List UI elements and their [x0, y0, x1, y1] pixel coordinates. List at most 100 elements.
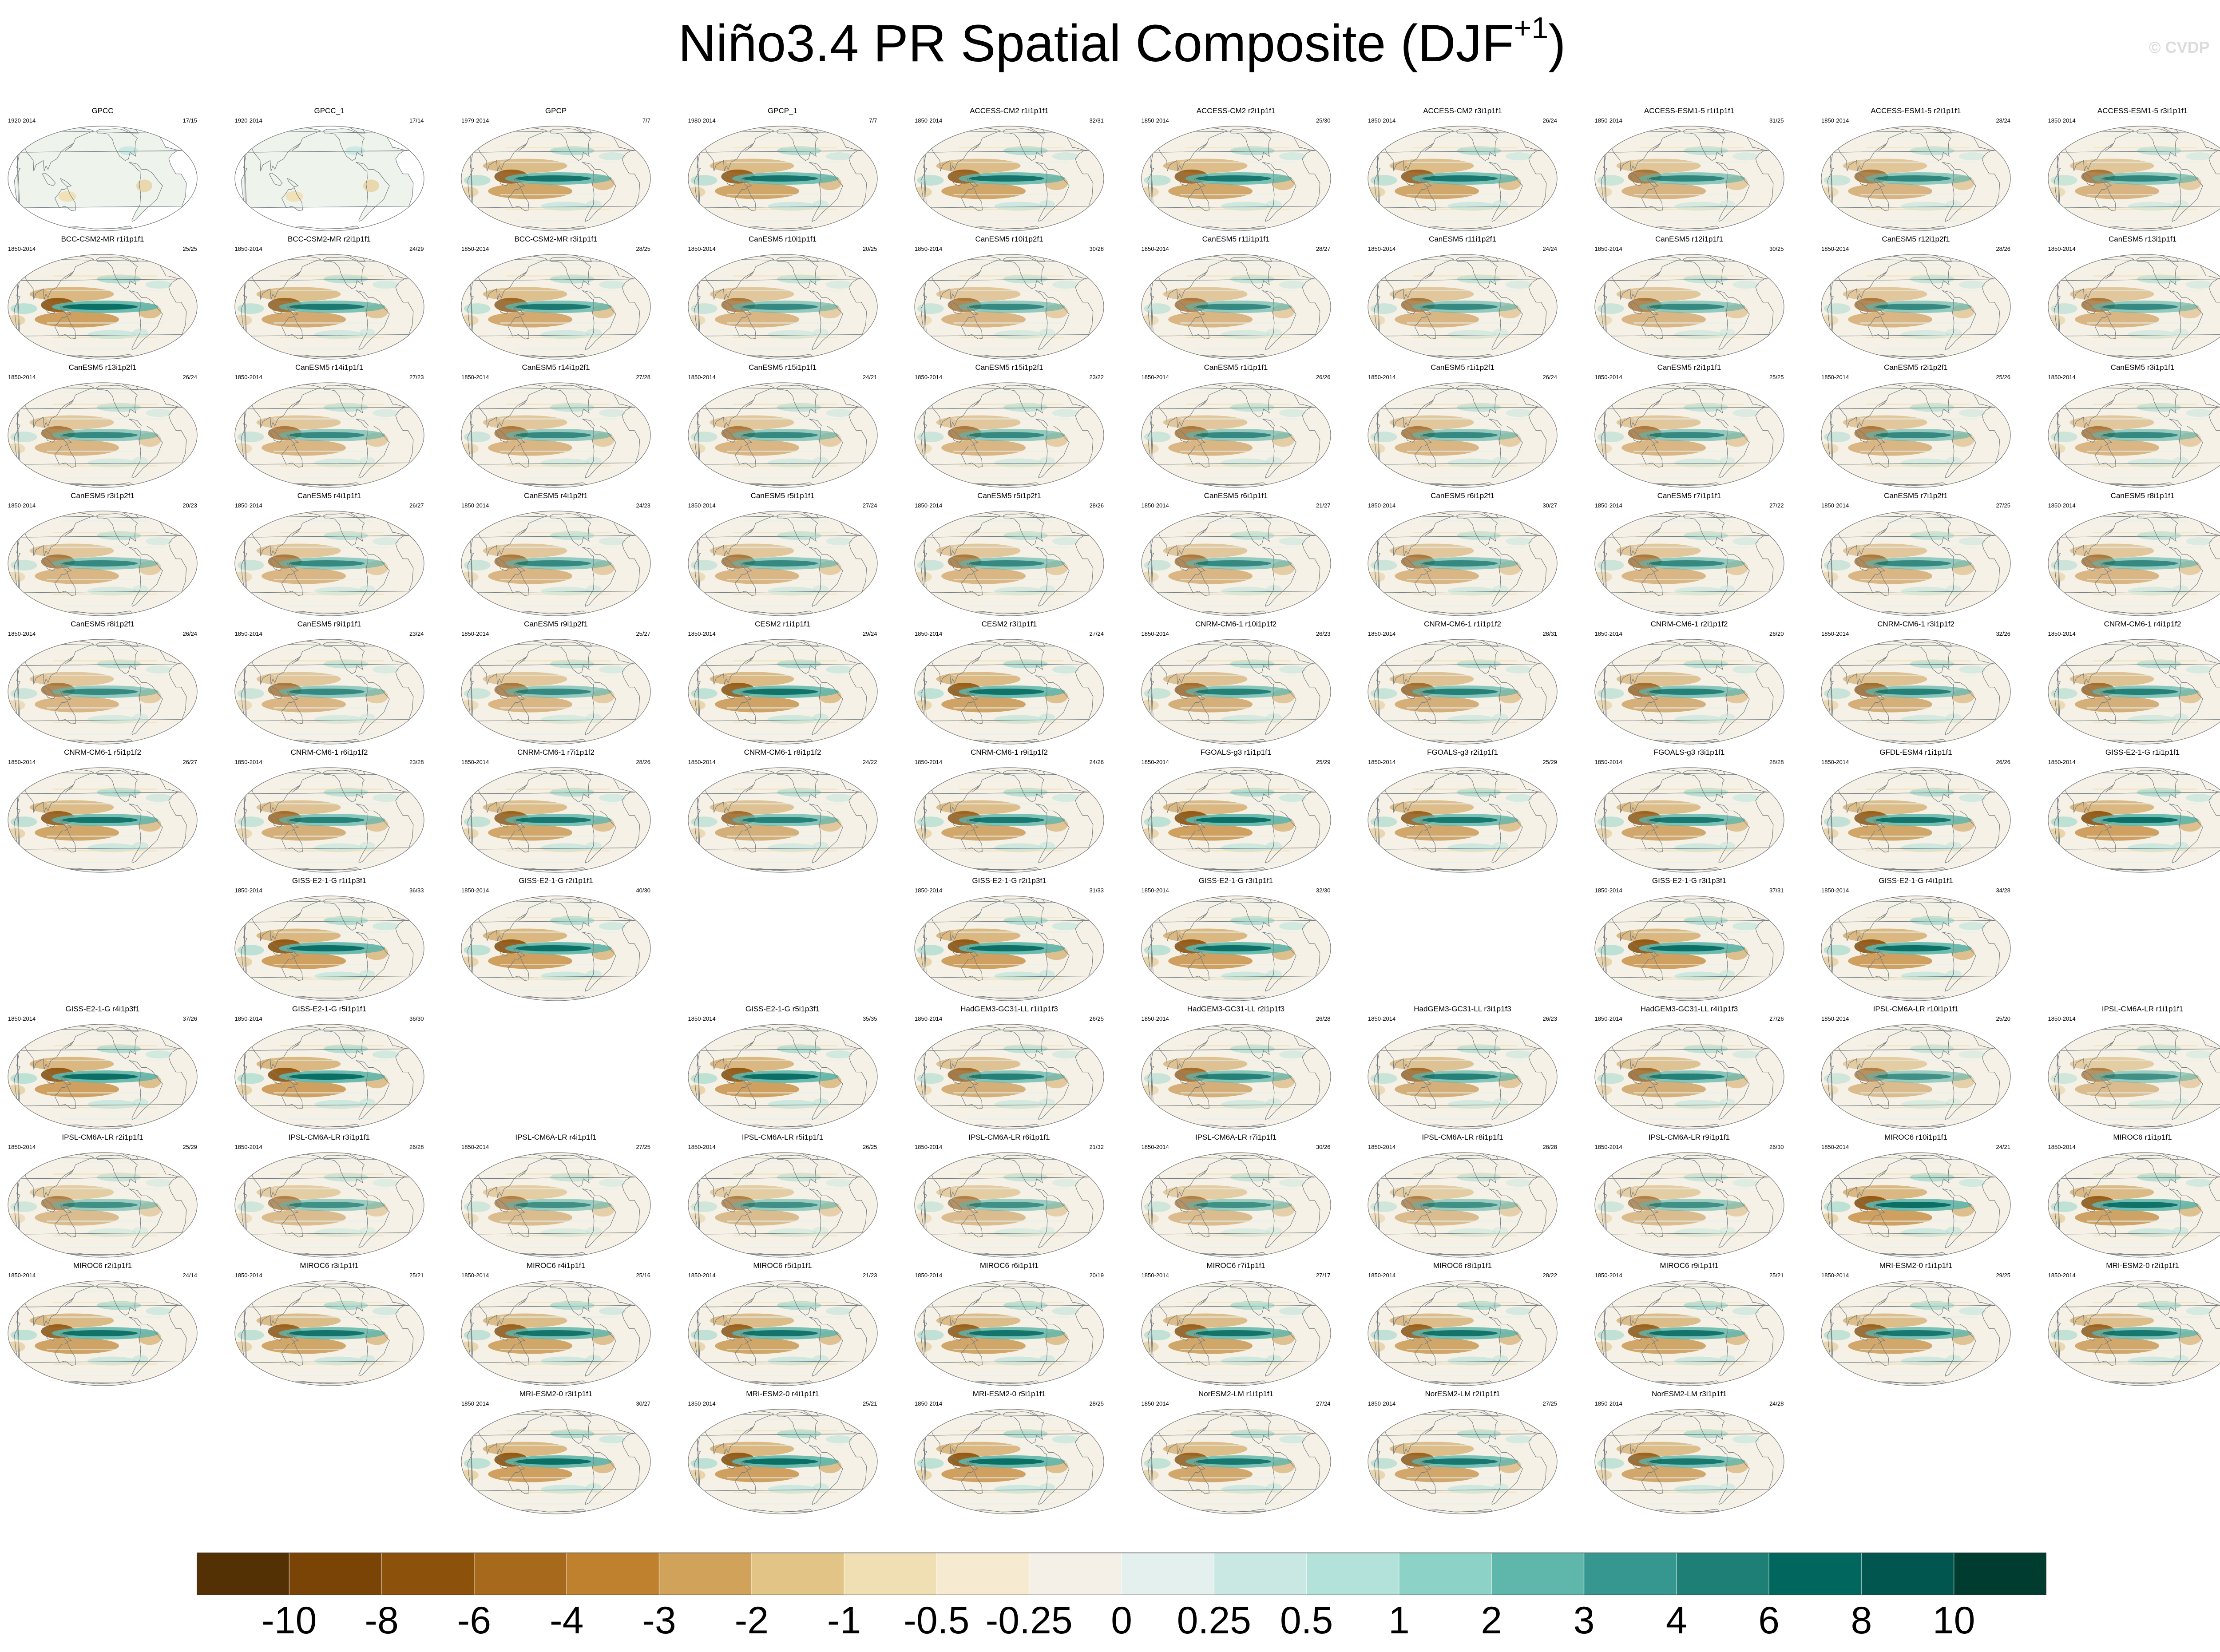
coastline: [745, 143, 754, 151]
title-main: Niño3.4 PR Spatial Composite (DJF: [678, 14, 1514, 73]
land-fill: [244, 131, 409, 152]
coastline: [129, 290, 163, 350]
dry-north: [1616, 1057, 1701, 1071]
coastline: [971, 1426, 981, 1434]
panel-title: IPSL-CM6A-LR r3i1p1f1: [288, 1133, 370, 1141]
panel-map: [1141, 382, 1331, 488]
wet-south-pacific: [314, 715, 363, 724]
wet-south-america: [132, 842, 149, 851]
coastline: [1157, 1410, 1228, 1454]
coastline: [745, 1169, 754, 1177]
panel-count: 32/30: [1316, 887, 1331, 894]
wet-atlantic: [372, 1307, 399, 1315]
coastline: [1646, 819, 1659, 829]
coastline: [2094, 572, 2116, 596]
coastline: [1651, 784, 1661, 792]
coastline: [809, 1188, 843, 1248]
panel-years: 1850-2014: [461, 759, 489, 765]
coastline: [549, 1155, 591, 1188]
wet-indian-ocean: [1824, 945, 1851, 956]
coastline: [281, 1213, 303, 1238]
coastline: [930, 1282, 1001, 1326]
map-panel: CNRM-CM6-1 r3i1p1f2 1850-2014 32/26: [1816, 620, 2016, 746]
panel-field: [688, 1153, 877, 1257]
coastline: [1830, 150, 2000, 208]
panel-field: [461, 639, 650, 744]
wet-indian-ocean: [464, 560, 491, 571]
dry-north: [483, 415, 567, 430]
coastline: [697, 278, 867, 337]
coastline: [1193, 691, 1205, 701]
wet-south-pacific: [1221, 1228, 1270, 1237]
coastline: [745, 399, 754, 408]
wet-indian-ocean: [1370, 560, 1397, 571]
dry-north: [1163, 415, 1248, 430]
panel-count: 25/25: [1769, 374, 1784, 380]
wet-atlantic: [825, 152, 852, 161]
coastline: [286, 1204, 299, 1214]
wet-core: [1422, 560, 1498, 567]
map-frame: [8, 382, 198, 488]
coastline: [1873, 691, 1885, 701]
wet-core: [515, 432, 591, 438]
panel-map: [1141, 254, 1331, 360]
coastline: [477, 769, 548, 813]
coastline: [1909, 1155, 1951, 1188]
coastline: [470, 920, 640, 978]
dry-north: [256, 1057, 341, 1071]
dry-south: [35, 440, 119, 456]
panel-count: 23/22: [1089, 374, 1104, 380]
coastline: [745, 527, 754, 536]
coastline: [355, 675, 390, 735]
map-panel: GFDL-ESM4 r1i1p1f1 1850-2014 26/26: [1816, 748, 2016, 875]
coastline: [1489, 803, 1523, 864]
panel-years: 1850-2014: [1368, 1144, 1396, 1150]
wet-indian-ocean: [10, 303, 37, 314]
panel-field: [8, 768, 197, 872]
wet-atlantic: [1052, 922, 1079, 931]
coastline: [1384, 769, 1455, 813]
panel-years: 1850-2014: [2048, 1144, 2076, 1150]
wet-atlantic: [599, 281, 626, 289]
coastline: [1878, 656, 1887, 664]
panel-map: [1594, 1152, 1784, 1258]
coastline: [470, 1305, 640, 1363]
coastline: [1830, 920, 2000, 978]
panel-years: 1850-2014: [1821, 887, 1849, 894]
panel-field: [2048, 126, 2220, 231]
wet-south-pacific: [994, 843, 1043, 852]
dry-north: [29, 415, 114, 430]
coastline: [967, 947, 979, 957]
map-panel: GISS-E2-1-G r3i1p1f1 1850-2014 32/30: [1136, 876, 1336, 1003]
map-panel: CanESM5 r4i1p1f1 1850-2014 26/27: [230, 491, 429, 618]
coastline: [1003, 1411, 1045, 1444]
coastline: [513, 691, 525, 701]
wet-core: [742, 1458, 818, 1465]
dry-south: [1848, 311, 1933, 328]
map-frame: [1594, 639, 1784, 745]
coastline: [281, 957, 303, 981]
coastline: [1262, 418, 1296, 479]
wet-indian-ocean: [237, 432, 264, 443]
panel-map: [914, 895, 1104, 1001]
panel-years: 1850-2014: [461, 887, 489, 894]
map-panel: FGOALS-g3 r1i1p1f1 1850-2014 25/29: [1136, 748, 1336, 875]
wet-core: [1195, 1202, 1271, 1208]
wet-core: [1875, 304, 1951, 310]
dry-north: [1389, 415, 1474, 430]
coastline: [1420, 434, 1432, 444]
wet-south-america: [2172, 200, 2188, 209]
dry-south: [714, 311, 799, 328]
wet-core: [1422, 817, 1498, 823]
coastline: [809, 290, 843, 350]
wet-south-america: [1039, 1355, 1055, 1364]
coastline: [1377, 663, 1547, 721]
panel-title: GPCP_1: [767, 107, 798, 115]
coastline: [250, 1282, 321, 1326]
dry-south: [488, 824, 573, 841]
coastline: [582, 1445, 616, 1505]
wet-indian-ocean: [464, 175, 491, 186]
panel-title: GFDL-ESM4 r1i1p1f1: [1879, 748, 1952, 757]
panel-map: [1141, 767, 1331, 873]
